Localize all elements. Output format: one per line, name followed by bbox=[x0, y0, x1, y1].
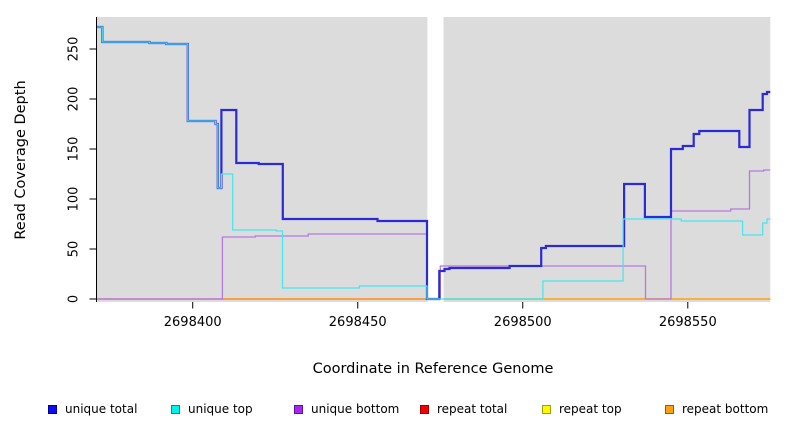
y-tick-label: 200 bbox=[66, 86, 82, 112]
legend-swatch-icon bbox=[420, 404, 429, 414]
legend-label: unique bottom bbox=[311, 402, 400, 416]
y-tick-label: 100 bbox=[66, 186, 82, 212]
x-tick-label: 2698400 bbox=[163, 315, 222, 330]
y-tick-label: 50 bbox=[66, 240, 82, 258]
legend-item-unique-bottom: unique bottom bbox=[294, 401, 399, 417]
legend-swatch-icon bbox=[48, 404, 57, 414]
legend-label: repeat top bbox=[559, 402, 622, 416]
series-line-unique-bottom bbox=[97, 169, 771, 300]
legend-item-unique-top: unique top bbox=[171, 401, 253, 417]
y-axis-title: Read Coverage Depth bbox=[13, 80, 29, 240]
legend-label: repeat bottom bbox=[682, 402, 769, 416]
plot-panel-left bbox=[97, 17, 428, 302]
x-tick-label: 2698450 bbox=[328, 315, 387, 330]
y-tick-label: 250 bbox=[66, 36, 82, 62]
legend-swatch-icon bbox=[171, 404, 180, 414]
legend-item-repeat-top: repeat top bbox=[542, 401, 622, 417]
x-tick-label: 2698500 bbox=[493, 315, 552, 330]
legend-swatch-icon bbox=[542, 404, 551, 414]
legend-item-repeat-bottom: repeat bottom bbox=[665, 401, 768, 417]
legend-label: unique top bbox=[188, 402, 253, 416]
y-tick-label: 150 bbox=[66, 136, 82, 162]
plot-panel-right bbox=[443, 17, 771, 302]
series-line-unique-top bbox=[97, 26, 771, 300]
legend-label: unique total bbox=[65, 402, 138, 416]
legend-swatch-icon bbox=[665, 404, 674, 414]
legend-label: repeat total bbox=[437, 402, 508, 416]
x-tick-label: 2698550 bbox=[658, 315, 717, 330]
legend-item-unique-total: unique total bbox=[48, 401, 137, 417]
legend-item-repeat-total: repeat total bbox=[420, 401, 507, 417]
legend-swatch-icon bbox=[294, 404, 303, 414]
y-tick-label: 0 bbox=[66, 294, 82, 304]
x-axis-title: Coordinate in Reference Genome bbox=[312, 361, 554, 377]
